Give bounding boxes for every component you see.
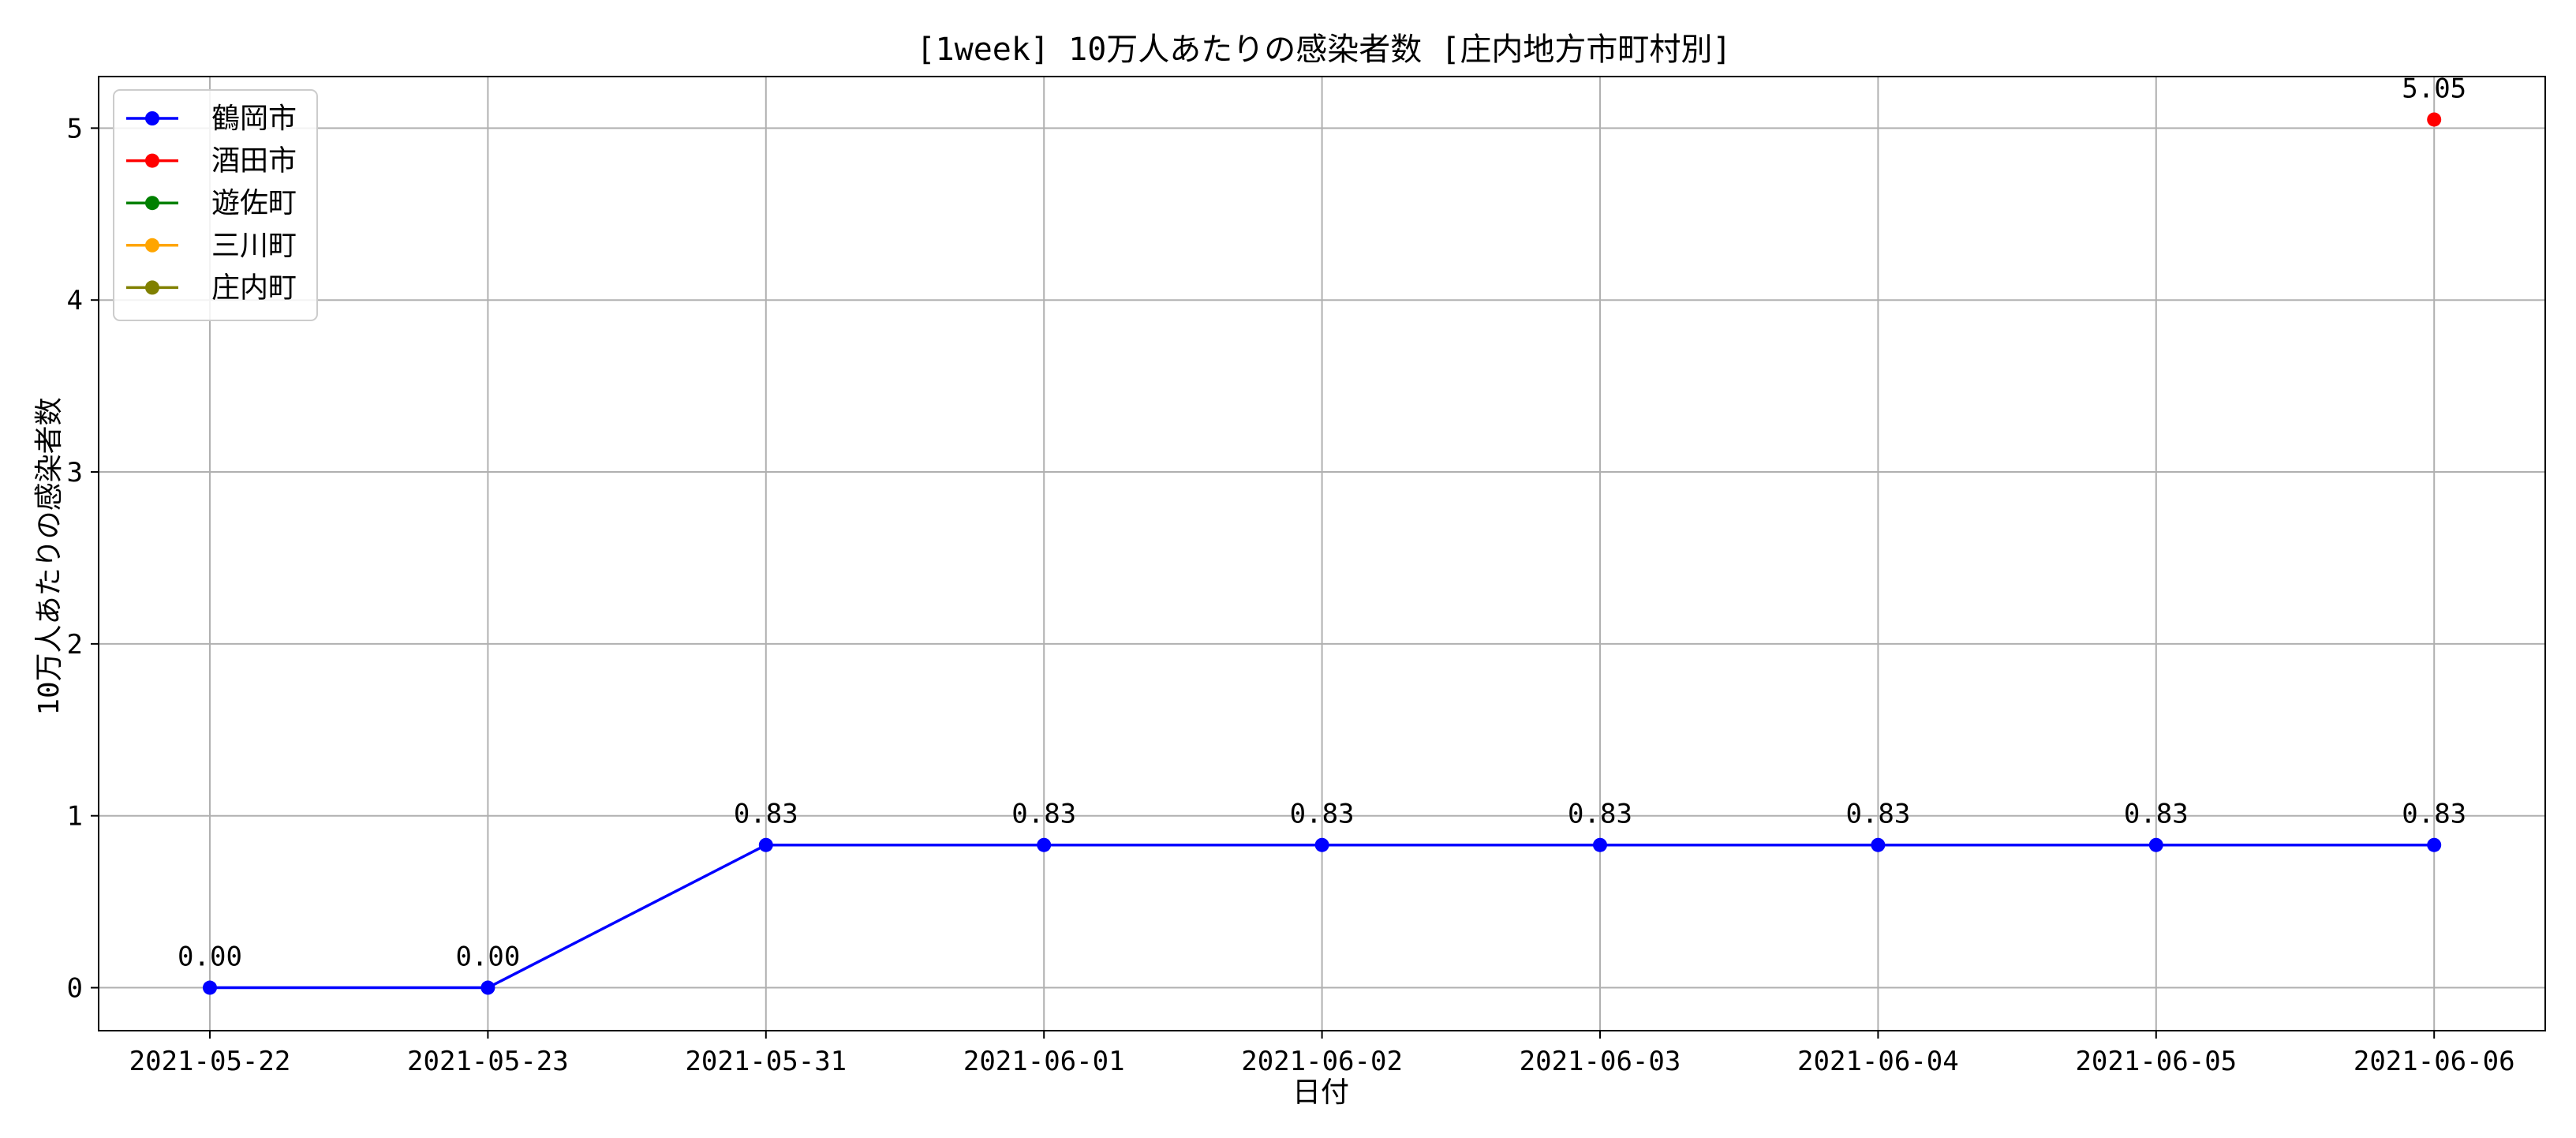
- x-tick-label: 2021-06-03: [1520, 1046, 1681, 1077]
- legend-marker: [145, 280, 159, 295]
- data-point: [1037, 837, 1052, 852]
- y-tick-label: 5: [67, 113, 83, 144]
- legend-marker: [145, 111, 159, 125]
- legend-label: 庄内町: [211, 271, 297, 304]
- data-label: 0.00: [178, 941, 242, 973]
- legend-label: 酒田市: [211, 145, 297, 178]
- x-tick-label: 2021-06-04: [1797, 1046, 1959, 1077]
- legend-label: 鶴岡市: [211, 103, 297, 135]
- x-tick-label: 2021-06-05: [2075, 1046, 2237, 1077]
- data-point: [1593, 837, 1607, 852]
- x-axis-title: 日付: [1292, 1076, 1349, 1109]
- data-label: 0.83: [2124, 799, 2189, 830]
- legend-box: [113, 89, 318, 321]
- data-label: 5.05: [2402, 73, 2466, 104]
- x-tick-label: 2021-06-01: [963, 1046, 1125, 1077]
- y-tick-label: 0: [67, 973, 83, 1005]
- legend-label: 遊佐町: [211, 187, 297, 219]
- data-point: [1314, 837, 1329, 852]
- chart-title: [1week] 10万人あたりの感染者数 [庄内地方市町村別]: [916, 32, 1731, 68]
- data-label: 0.83: [1290, 799, 1355, 830]
- data-point: [1871, 837, 1886, 852]
- data-label: 0.83: [2402, 799, 2466, 830]
- legend-label: 三川町: [211, 230, 297, 262]
- series-layer: [203, 112, 2442, 995]
- data-label: 0.00: [455, 941, 520, 973]
- y-tick-label: 3: [67, 457, 83, 489]
- y-tick-label: 4: [67, 285, 83, 316]
- legend-marker: [145, 238, 159, 253]
- y-tick-label: 1: [67, 801, 83, 833]
- data-label: 0.83: [734, 799, 798, 830]
- data-point: [758, 837, 773, 852]
- x-tick-label: 2021-06-02: [1241, 1046, 1403, 1077]
- data-point: [2427, 837, 2442, 852]
- x-tick-label: 2021-05-31: [685, 1046, 847, 1077]
- y-axis-title: 10万人あたりの感染者数: [33, 397, 65, 715]
- x-tick-label: 2021-05-23: [407, 1046, 569, 1077]
- data-point: [2427, 112, 2442, 127]
- grid: [99, 77, 2545, 1031]
- axis-ticks: 2021-05-22 2021-05-23 2021-05-31 2021-06-01…: [67, 113, 2515, 1077]
- legend-marker: [145, 153, 159, 168]
- legend-marker: [145, 196, 159, 211]
- data-point: [480, 980, 495, 995]
- x-tick-label: 2021-06-06: [2354, 1046, 2515, 1077]
- y-tick-label: 2: [67, 629, 83, 661]
- data-point: [2148, 837, 2163, 852]
- data-label: 0.83: [1845, 799, 1910, 830]
- data-label: 0.83: [1011, 799, 1076, 830]
- data-label: 0.83: [1568, 799, 1632, 830]
- data-point: [203, 980, 217, 995]
- x-tick-label: 2021-05-22: [129, 1046, 291, 1077]
- data-labels: 0.00 0.00 0.83 0.83 0.83 0.83 0.83 0.83 0.83 5.05: [178, 73, 2466, 972]
